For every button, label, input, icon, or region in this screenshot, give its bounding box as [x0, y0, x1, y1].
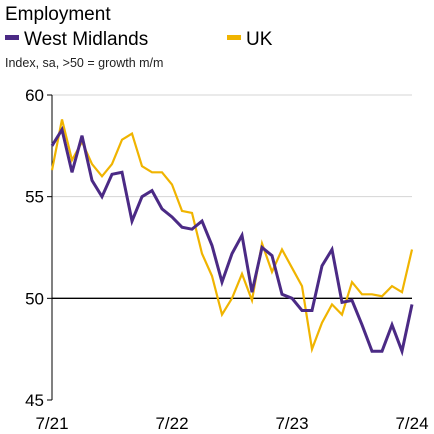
- y-tick-label-60: 60: [25, 86, 44, 105]
- tick-labels: 60 55 50 45 7/21 7/22 7/23 7/24: [25, 86, 428, 433]
- series-lines: [50, 119, 414, 357]
- x-tick-label-7-22: 7/22: [155, 414, 188, 433]
- legend-item-uk: UK: [227, 29, 272, 51]
- legend-swatch-west-midlands: [5, 35, 19, 41]
- x-tick-label-7-24: 7/24: [395, 414, 428, 433]
- axes: [47, 94, 53, 401]
- series-line-west-midlands: [50, 125, 414, 357]
- gridlines: [52, 94, 412, 299]
- x-tick-label-7-23: 7/23: [275, 414, 308, 433]
- legend: West Midlands UK: [5, 29, 425, 51]
- legend-label-uk: UK: [246, 29, 273, 50]
- legend-item-west-midlands: West Midlands: [5, 29, 148, 51]
- series-line-uk: [50, 119, 414, 354]
- legend-swatch-uk: [227, 35, 241, 41]
- y-tick-label-50: 50: [25, 289, 44, 308]
- chart-title: Employment: [5, 4, 111, 25]
- x-tick-label-7-21: 7/21: [35, 414, 68, 433]
- legend-label-west-midlands: West Midlands: [24, 29, 149, 50]
- y-tick-label-45: 45: [25, 391, 44, 410]
- chart-subtitle: Index, sa, >50 = growth m/m: [5, 56, 164, 70]
- y-tick-label-55: 55: [25, 188, 44, 207]
